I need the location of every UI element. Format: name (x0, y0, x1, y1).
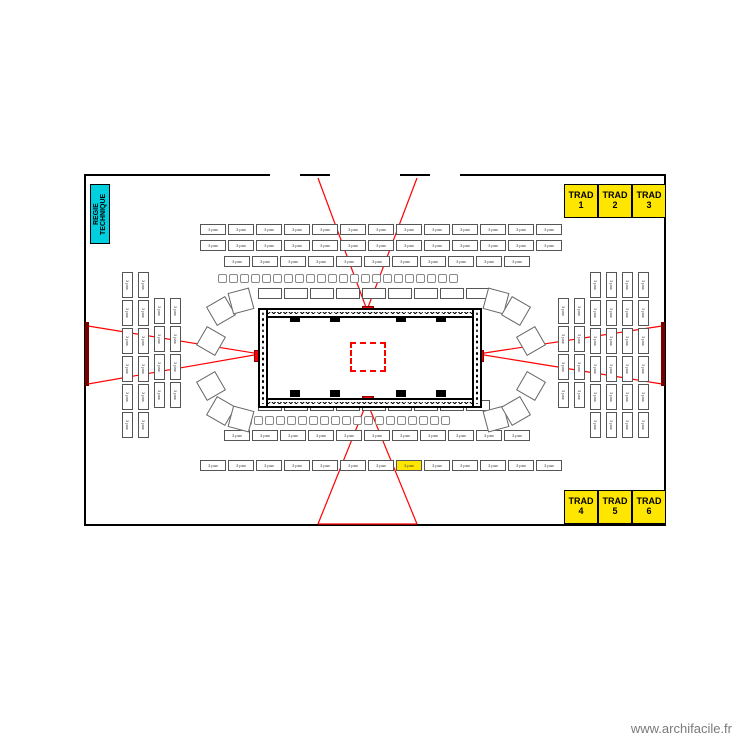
desk-column: 3 pax3 pax3 pax3 pax3 pax3 pax (638, 272, 649, 438)
desk-row: 3 pax3 pax3 pax3 pax3 pax3 pax3 pax3 pax… (200, 224, 562, 235)
desk-column: 3 pax3 pax3 pax3 pax3 pax3 pax (606, 272, 617, 438)
speaker (436, 390, 446, 397)
desk-row-inner (258, 288, 490, 299)
center-rig (350, 342, 386, 372)
trad-booth: TRAD 1 (564, 184, 598, 218)
floorplan-stage: REGIE TECHNIQUE TRAD 1TRAD 2TRAD 3 TRAD 4… (0, 0, 750, 750)
desk-row: 3 pax3 pax3 pax3 pax3 pax3 pax3 pax3 pax… (224, 256, 530, 267)
desk-column: 3 pax3 pax3 pax3 pax3 pax3 pax (122, 272, 133, 438)
speaker (290, 390, 300, 397)
trad-booth: TRAD 6 (632, 490, 666, 524)
speaker (396, 390, 406, 397)
truss-bottom (258, 398, 482, 408)
desk-column: 3 pax3 pax3 pax3 pax (170, 298, 181, 408)
truss-top (258, 308, 482, 318)
truss-left (258, 308, 268, 408)
speaker (330, 390, 340, 397)
regie-technique-booth: REGIE TECHNIQUE (90, 184, 110, 244)
desk-row: 3 pax3 pax3 pax3 pax3 pax3 pax3 pax3 pax… (200, 240, 562, 251)
chair-row (232, 416, 450, 425)
desk-row: 3 pax3 pax3 pax3 pax3 pax3 pax3 pax3 pax… (224, 430, 530, 441)
screen-left (85, 322, 89, 386)
screen-right (661, 322, 665, 386)
desk-column: 3 pax3 pax3 pax3 pax (154, 298, 165, 408)
truss-right (472, 308, 482, 408)
watermark: www.archifacile.fr (631, 721, 732, 736)
trad-booth: TRAD 5 (598, 490, 632, 524)
desk-column: 3 pax3 pax3 pax3 pax (558, 298, 569, 408)
trad-booth: TRAD 3 (632, 184, 666, 218)
desk-column: 3 pax3 pax3 pax3 pax3 pax3 pax (622, 272, 633, 438)
desk-column: 3 pax3 pax3 pax3 pax (574, 298, 585, 408)
chair-row (218, 274, 458, 283)
desk-column: 3 pax3 pax3 pax3 pax3 pax3 pax (138, 272, 149, 438)
desk-row: 3 pax3 pax3 pax3 pax3 pax3 pax3 pax3 pax… (200, 460, 562, 471)
desk-column: 3 pax3 pax3 pax3 pax3 pax3 pax (590, 272, 601, 438)
trad-booth: TRAD 4 (564, 490, 598, 524)
trad-booth: TRAD 2 (598, 184, 632, 218)
